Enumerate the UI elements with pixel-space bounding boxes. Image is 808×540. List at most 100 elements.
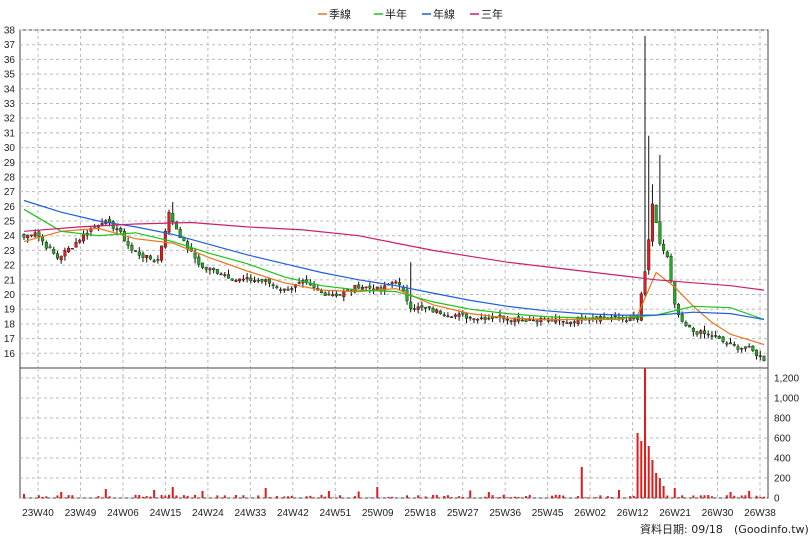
candle-body — [223, 274, 227, 276]
candle-body — [416, 306, 420, 310]
volume-bar — [644, 368, 647, 498]
candle-body — [264, 279, 268, 282]
volume-bar — [636, 433, 639, 498]
volume-bar — [707, 495, 710, 498]
x-tick-label: 26W02 — [574, 508, 606, 519]
candle-body — [572, 321, 576, 323]
price-tick-label: 23 — [4, 246, 16, 257]
legend-entry-3: 三年 — [481, 7, 503, 21]
candle-body — [286, 288, 290, 291]
candle-body — [22, 234, 26, 238]
moving-average-lines — [23, 199, 765, 346]
volume-bar — [104, 489, 107, 498]
volume-bar — [305, 496, 308, 498]
price-tick-label: 16 — [4, 349, 16, 360]
x-tick-label: 23W49 — [65, 508, 97, 519]
candle-body — [658, 221, 662, 244]
volume-bar — [655, 473, 658, 498]
volume-bar — [662, 486, 665, 498]
candle-body — [357, 284, 361, 289]
candle-body — [323, 292, 327, 296]
volume-tick-label: 1,200 — [774, 374, 799, 385]
volume-bar — [584, 497, 587, 498]
candle-body — [271, 284, 275, 286]
volume-bar — [424, 496, 427, 498]
volume-bar — [658, 478, 661, 498]
candle-body — [137, 251, 141, 256]
volume-bar — [275, 495, 278, 498]
volume-bar — [353, 496, 356, 498]
candle-body — [665, 251, 669, 257]
candle-body — [561, 321, 565, 323]
volume-bar — [606, 496, 609, 498]
candle-body — [762, 355, 766, 362]
candlesticks — [22, 35, 766, 362]
volume-bar — [41, 496, 44, 498]
price-tick-label: 30 — [4, 143, 16, 154]
volume-bar — [63, 497, 66, 498]
x-tick-label: 25W45 — [532, 508, 564, 519]
volume-bar — [703, 495, 706, 498]
candle-body — [148, 255, 152, 260]
volume-bar — [469, 490, 472, 498]
candle-body — [342, 291, 346, 298]
candle-body — [334, 293, 338, 296]
volume-bar — [153, 490, 156, 498]
volume-tick-label: 1,000 — [774, 394, 799, 405]
volume-bar — [160, 495, 163, 498]
price-tick-label: 17 — [4, 334, 16, 345]
volume-bar — [491, 495, 494, 498]
x-tick-label: 24W15 — [150, 508, 182, 519]
candle-body — [539, 317, 543, 323]
x-tick-label: 26W21 — [659, 508, 691, 519]
volume-bar — [502, 494, 505, 498]
candle-body — [729, 342, 733, 345]
candle-body — [275, 286, 279, 288]
volume-bar — [435, 494, 438, 498]
candle-body — [554, 318, 558, 323]
candle-body — [747, 346, 751, 348]
volume-bar — [376, 487, 379, 498]
candle-body — [119, 228, 123, 232]
candle-body — [260, 279, 264, 282]
volume-bar — [510, 497, 513, 498]
price-tick-label: 26 — [4, 202, 16, 213]
volume-bar — [599, 495, 602, 498]
volume-bar — [283, 496, 286, 498]
candle-body — [732, 344, 736, 346]
candle-body — [249, 277, 253, 281]
candle-body — [736, 346, 740, 350]
candle-body — [130, 245, 134, 251]
candle-body — [688, 325, 692, 328]
candle-body — [44, 242, 48, 249]
legend: 季線 半年 年線 三年 — [318, 7, 503, 21]
candle-body — [483, 317, 487, 320]
candle-body — [450, 316, 454, 319]
candle-body — [167, 212, 171, 233]
volume-bar — [234, 495, 237, 498]
candle-body — [256, 279, 260, 282]
volume-bar — [168, 494, 171, 498]
x-tick-label: 26W38 — [744, 508, 776, 519]
volume-bar — [640, 441, 643, 498]
volume-bars — [23, 368, 765, 498]
volume-bar — [673, 488, 676, 498]
volume-bar — [220, 497, 223, 498]
candle-body — [636, 317, 640, 320]
candle-body — [145, 255, 149, 259]
candle-body — [197, 256, 201, 265]
candle-body — [717, 336, 721, 339]
volume-bar — [692, 495, 695, 498]
volume-bar — [149, 496, 152, 498]
candle-body — [479, 317, 483, 320]
candle-body — [338, 294, 342, 296]
candle-body — [282, 288, 286, 291]
volume-bar — [331, 497, 334, 498]
price-tick-label: 33 — [4, 99, 16, 110]
volume-bar — [513, 496, 516, 498]
candle-body — [100, 223, 104, 226]
price-panel: 16 17 18 19 20 21 22 23 24 25 26 27 28 29 30 31 32 33 34 35… — [4, 26, 769, 369]
candle-body — [74, 242, 78, 248]
volume-bar — [710, 496, 713, 498]
volume-bar — [629, 496, 632, 498]
